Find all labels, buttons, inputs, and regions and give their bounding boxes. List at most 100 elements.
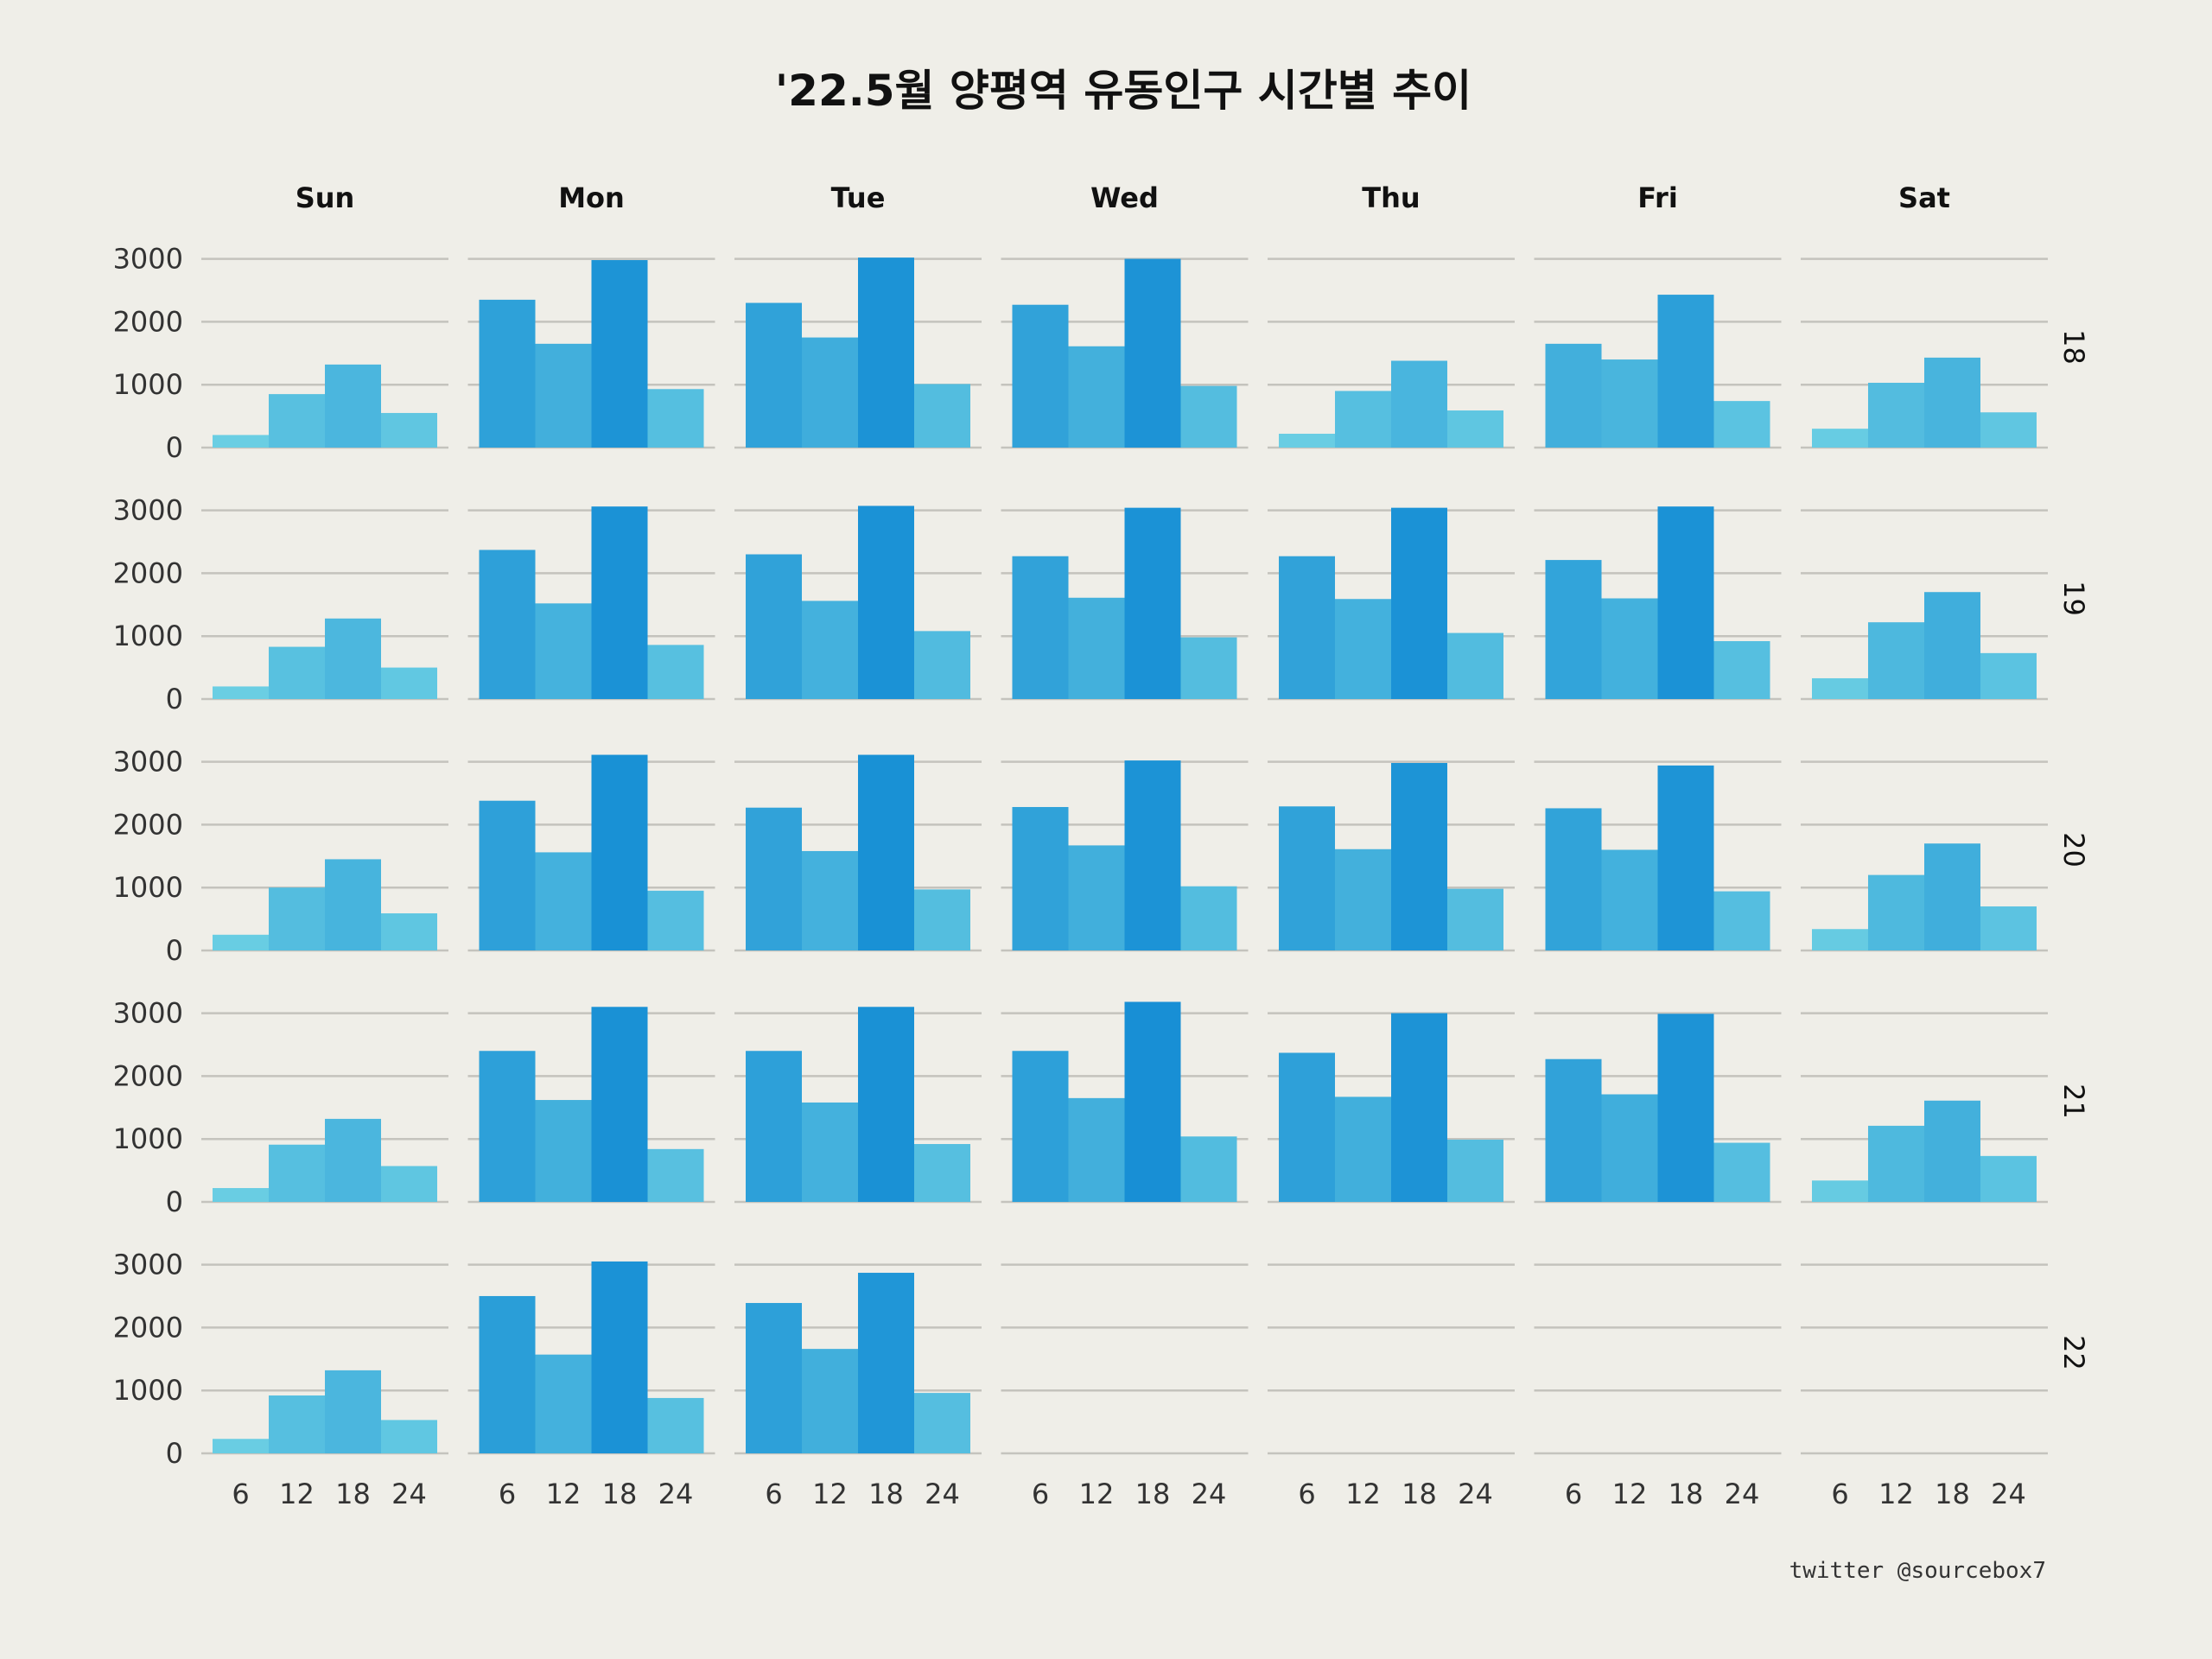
bar-mon-22-18 [591,1261,648,1453]
bar-mon-21-12 [535,1100,592,1202]
x-tick-label: 6 [499,1478,516,1510]
bar-fri-20-18 [1657,765,1714,950]
bar-sun-18-12 [269,394,325,448]
facet-panel-mon-22 [467,1261,715,1455]
bar-fri-20-24 [1713,891,1770,950]
x-tick-label: 18 [1135,1478,1171,1510]
x-tick-label: 24 [925,1478,960,1510]
bar-wed-21-6 [1012,1051,1069,1202]
x-tick-label: 18 [335,1478,371,1510]
bar-thu-19-12 [1335,599,1391,699]
facet-panel-thu-18 [1268,257,1515,449]
bar-wed-20-6 [1012,806,1069,950]
bar-mon-21-6 [479,1051,536,1202]
bar-wed-19-24 [1180,637,1237,699]
facet-panel-sun-18 [201,257,448,449]
bar-sun-19-18 [325,618,381,699]
bar-fri-19-12 [1601,598,1658,699]
bar-tue-21-24 [914,1144,970,1202]
facet-panel-tue-21 [734,1007,982,1204]
column-header-sat: Sat [1898,181,1950,214]
column-header-tue: Tue [831,181,886,214]
bar-fri-18-24 [1713,401,1770,448]
x-tick-label: 24 [1991,1478,2026,1510]
y-tick-label: 0 [166,1185,183,1218]
bar-thu-20-24 [1447,888,1503,950]
x-tick-label: 6 [232,1478,249,1510]
row-label-22: 22 [2057,1335,2090,1370]
bar-fri-19-24 [1713,641,1770,699]
bar-tue-21-6 [746,1051,802,1202]
bar-tue-19-18 [858,505,914,699]
bar-fri-20-6 [1545,808,1602,950]
bar-sat-20-24 [1980,906,2037,950]
bar-sat-20-18 [1924,843,1980,950]
bar-fri-19-18 [1657,506,1714,699]
bar-thu-19-18 [1391,507,1447,699]
bar-fri-20-12 [1601,849,1658,950]
column-header-thu: Thu [1362,181,1420,214]
facet-panel-thu-21 [1268,1012,1515,1204]
y-tick-label: 2000 [113,1059,183,1092]
facet-panel-fri-22 [1534,1263,1782,1455]
facet-panel-thu-19 [1268,507,1515,701]
x-tick-label: 18 [1402,1478,1437,1510]
facet-panel-mon-19 [467,506,715,701]
bar-wed-18-24 [1180,385,1237,448]
bar-tue-22-12 [802,1349,858,1453]
bar-sat-21-6 [1812,1180,1868,1202]
bar-sun-19-12 [269,646,325,699]
bar-sun-18-6 [213,435,269,448]
facet-panel-wed-18 [1001,257,1249,449]
bar-sun-20-6 [213,934,269,950]
column-header-wed: Wed [1090,181,1159,214]
bar-tue-18-6 [746,302,802,448]
bar-tue-21-12 [802,1102,858,1202]
bar-sat-21-24 [1980,1155,2037,1202]
facet-panel-mon-18 [467,257,715,449]
bar-thu-18-6 [1279,433,1335,448]
bar-mon-21-18 [591,1007,648,1202]
facet-panel-sun-19 [201,509,448,701]
bar-thu-20-12 [1335,849,1391,950]
y-tick-label: 1000 [113,1122,183,1155]
bar-sun-19-6 [213,686,269,699]
bar-sat-18-6 [1812,429,1868,448]
bar-fri-18-18 [1657,295,1714,448]
bar-mon-20-24 [647,890,704,950]
facet-panel-thu-22 [1268,1263,1515,1455]
bar-tue-20-24 [914,889,970,950]
x-tick-label: 6 [1565,1478,1582,1510]
x-tick-label: 18 [1935,1478,1970,1510]
bar-tue-22-24 [914,1393,970,1453]
x-tick-label: 24 [1458,1478,1493,1510]
bar-sun-20-12 [269,887,325,950]
bar-fri-21-6 [1545,1058,1602,1202]
x-tick-label: 6 [1831,1478,1848,1510]
facet-panel-mon-20 [467,754,715,952]
bar-wed-20-18 [1124,760,1181,950]
bar-fri-21-24 [1713,1142,1770,1202]
bar-wed-19-12 [1068,597,1125,699]
x-tick-label: 12 [1612,1478,1648,1510]
bar-sun-20-18 [325,859,381,950]
x-tick-label: 18 [602,1478,638,1510]
x-tick-label: 12 [1345,1478,1381,1510]
facet-panel-tue-19 [734,505,982,701]
bar-mon-18-12 [535,343,592,448]
y-tick-label: 3000 [113,243,183,276]
y-tick-label: 1000 [113,620,183,652]
x-tick-label: 12 [279,1478,315,1510]
bar-sat-21-18 [1924,1100,1980,1202]
y-tick-label: 2000 [113,808,183,841]
bar-thu-19-24 [1447,632,1503,699]
x-tick-label: 12 [812,1478,848,1510]
bar-tue-18-18 [858,257,914,448]
credit-text: twitter @sourcebox7 [1789,1558,2046,1584]
bar-mon-20-6 [479,800,536,950]
facet-panel-sun-21 [201,1012,448,1204]
bar-mon-18-24 [647,389,704,448]
bar-tue-20-18 [858,754,914,950]
facet-panel-fri-18 [1534,257,1782,449]
